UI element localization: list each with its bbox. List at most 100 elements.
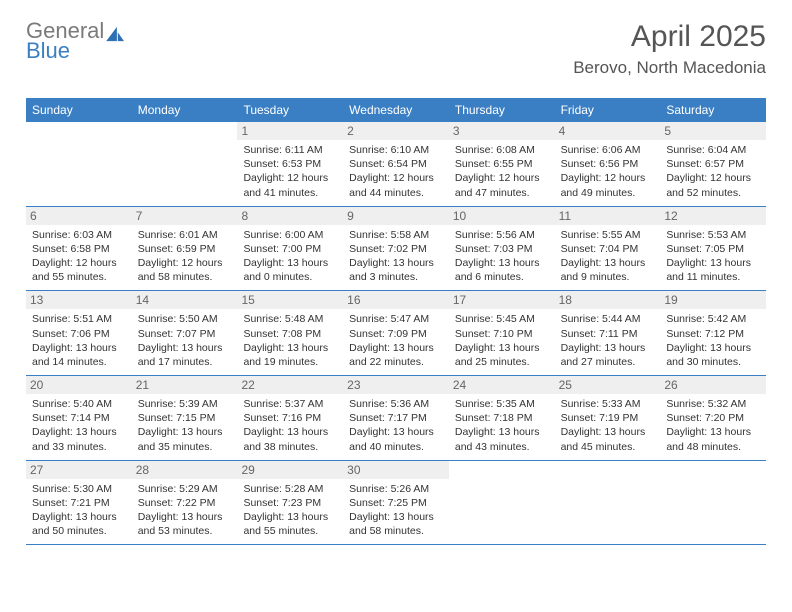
daylight-line-1: Daylight: 13 hours xyxy=(32,425,126,439)
daylight-line-2: and 58 minutes. xyxy=(138,270,232,284)
sunrise-line: Sunrise: 5:50 AM xyxy=(138,312,232,326)
day-details: Sunrise: 5:33 AMSunset: 7:19 PMDaylight:… xyxy=(561,397,655,454)
daylight-line-1: Daylight: 13 hours xyxy=(349,510,443,524)
daylight-line-2: and 35 minutes. xyxy=(138,440,232,454)
day-details: Sunrise: 5:51 AMSunset: 7:06 PMDaylight:… xyxy=(32,312,126,369)
daylight-line-1: Daylight: 12 hours xyxy=(138,256,232,270)
day-number: 11 xyxy=(555,207,661,225)
sunset-line: Sunset: 7:16 PM xyxy=(243,411,337,425)
day-cell: 19Sunrise: 5:42 AMSunset: 7:12 PMDayligh… xyxy=(660,291,766,375)
day-cell xyxy=(132,122,238,206)
daylight-line-1: Daylight: 13 hours xyxy=(561,256,655,270)
day-number: 20 xyxy=(26,376,132,394)
day-details: Sunrise: 6:01 AMSunset: 6:59 PMDaylight:… xyxy=(138,228,232,285)
daylight-line-2: and 41 minutes. xyxy=(243,186,337,200)
logo-stack: General Blue xyxy=(26,20,126,62)
sunset-line: Sunset: 6:57 PM xyxy=(666,157,760,171)
day-cell: 15Sunrise: 5:48 AMSunset: 7:08 PMDayligh… xyxy=(237,291,343,375)
sunset-line: Sunset: 7:08 PM xyxy=(243,327,337,341)
day-cell: 16Sunrise: 5:47 AMSunset: 7:09 PMDayligh… xyxy=(343,291,449,375)
day-cell xyxy=(449,461,555,545)
sunrise-line: Sunrise: 5:33 AM xyxy=(561,397,655,411)
daylight-line-1: Daylight: 13 hours xyxy=(349,341,443,355)
sunrise-line: Sunrise: 5:32 AM xyxy=(666,397,760,411)
daylight-line-1: Daylight: 13 hours xyxy=(455,425,549,439)
sunrise-line: Sunrise: 6:06 AM xyxy=(561,143,655,157)
sunrise-line: Sunrise: 5:39 AM xyxy=(138,397,232,411)
daylight-line-1: Daylight: 13 hours xyxy=(32,510,126,524)
sunrise-line: Sunrise: 5:45 AM xyxy=(455,312,549,326)
daylight-line-1: Daylight: 13 hours xyxy=(561,425,655,439)
day-details: Sunrise: 5:45 AMSunset: 7:10 PMDaylight:… xyxy=(455,312,549,369)
day-details: Sunrise: 5:32 AMSunset: 7:20 PMDaylight:… xyxy=(666,397,760,454)
month-title: April 2025 xyxy=(573,20,766,54)
daylight-line-2: and 6 minutes. xyxy=(455,270,549,284)
sunset-line: Sunset: 6:59 PM xyxy=(138,242,232,256)
sunset-line: Sunset: 7:25 PM xyxy=(349,496,443,510)
daylight-line-1: Daylight: 13 hours xyxy=(138,510,232,524)
day-number: 18 xyxy=(555,291,661,309)
day-number: 23 xyxy=(343,376,449,394)
sunset-line: Sunset: 6:54 PM xyxy=(349,157,443,171)
daylight-line-1: Daylight: 12 hours xyxy=(666,171,760,185)
sunset-line: Sunset: 7:12 PM xyxy=(666,327,760,341)
daylight-line-2: and 43 minutes. xyxy=(455,440,549,454)
sunset-line: Sunset: 7:22 PM xyxy=(138,496,232,510)
sunset-line: Sunset: 7:02 PM xyxy=(349,242,443,256)
daylight-line-2: and 58 minutes. xyxy=(349,524,443,538)
weekday-mon: Monday xyxy=(132,98,238,122)
day-details: Sunrise: 5:55 AMSunset: 7:04 PMDaylight:… xyxy=(561,228,655,285)
sunrise-line: Sunrise: 5:30 AM xyxy=(32,482,126,496)
daylight-line-1: Daylight: 13 hours xyxy=(349,256,443,270)
daylight-line-2: and 55 minutes. xyxy=(243,524,337,538)
calendar-grid: Sunday Monday Tuesday Wednesday Thursday… xyxy=(26,98,766,545)
daylight-line-2: and 53 minutes. xyxy=(138,524,232,538)
sunrise-line: Sunrise: 5:58 AM xyxy=(349,228,443,242)
sunset-line: Sunset: 7:11 PM xyxy=(561,327,655,341)
sunset-line: Sunset: 6:53 PM xyxy=(243,157,337,171)
daylight-line-1: Daylight: 13 hours xyxy=(666,425,760,439)
day-number: 29 xyxy=(237,461,343,479)
day-cell: 1Sunrise: 6:11 AMSunset: 6:53 PMDaylight… xyxy=(237,122,343,206)
day-details: Sunrise: 5:44 AMSunset: 7:11 PMDaylight:… xyxy=(561,312,655,369)
sunrise-line: Sunrise: 6:10 AM xyxy=(349,143,443,157)
daylight-line-2: and 22 minutes. xyxy=(349,355,443,369)
sunset-line: Sunset: 7:00 PM xyxy=(243,242,337,256)
day-details: Sunrise: 6:06 AMSunset: 6:56 PMDaylight:… xyxy=(561,143,655,200)
week-row: 13Sunrise: 5:51 AMSunset: 7:06 PMDayligh… xyxy=(26,291,766,376)
day-details: Sunrise: 6:00 AMSunset: 7:00 PMDaylight:… xyxy=(243,228,337,285)
day-cell: 24Sunrise: 5:35 AMSunset: 7:18 PMDayligh… xyxy=(449,376,555,460)
daylight-line-1: Daylight: 12 hours xyxy=(349,171,443,185)
sunrise-line: Sunrise: 5:44 AM xyxy=(561,312,655,326)
day-cell: 27Sunrise: 5:30 AMSunset: 7:21 PMDayligh… xyxy=(26,461,132,545)
day-details: Sunrise: 5:39 AMSunset: 7:15 PMDaylight:… xyxy=(138,397,232,454)
daylight-line-1: Daylight: 13 hours xyxy=(455,256,549,270)
day-cell: 25Sunrise: 5:33 AMSunset: 7:19 PMDayligh… xyxy=(555,376,661,460)
daylight-line-2: and 40 minutes. xyxy=(349,440,443,454)
weeks-container: 1Sunrise: 6:11 AMSunset: 6:53 PMDaylight… xyxy=(26,122,766,545)
daylight-line-2: and 9 minutes. xyxy=(561,270,655,284)
sunset-line: Sunset: 6:58 PM xyxy=(32,242,126,256)
sunset-line: Sunset: 7:04 PM xyxy=(561,242,655,256)
sunset-line: Sunset: 7:19 PM xyxy=(561,411,655,425)
daylight-line-1: Daylight: 13 hours xyxy=(561,341,655,355)
daylight-line-1: Daylight: 13 hours xyxy=(138,341,232,355)
daylight-line-1: Daylight: 13 hours xyxy=(243,425,337,439)
day-details: Sunrise: 5:36 AMSunset: 7:17 PMDaylight:… xyxy=(349,397,443,454)
weekday-wed: Wednesday xyxy=(343,98,449,122)
sunset-line: Sunset: 7:05 PM xyxy=(666,242,760,256)
day-number: 6 xyxy=(26,207,132,225)
sunrise-line: Sunrise: 5:51 AM xyxy=(32,312,126,326)
daylight-line-1: Daylight: 12 hours xyxy=(32,256,126,270)
day-details: Sunrise: 5:40 AMSunset: 7:14 PMDaylight:… xyxy=(32,397,126,454)
day-number: 4 xyxy=(555,122,661,140)
day-cell: 26Sunrise: 5:32 AMSunset: 7:20 PMDayligh… xyxy=(660,376,766,460)
weekday-sat: Saturday xyxy=(660,98,766,122)
daylight-line-2: and 3 minutes. xyxy=(349,270,443,284)
daylight-line-2: and 14 minutes. xyxy=(32,355,126,369)
daylight-line-1: Daylight: 13 hours xyxy=(138,425,232,439)
day-details: Sunrise: 5:48 AMSunset: 7:08 PMDaylight:… xyxy=(243,312,337,369)
day-cell: 21Sunrise: 5:39 AMSunset: 7:15 PMDayligh… xyxy=(132,376,238,460)
sunrise-line: Sunrise: 5:48 AM xyxy=(243,312,337,326)
day-details: Sunrise: 6:04 AMSunset: 6:57 PMDaylight:… xyxy=(666,143,760,200)
